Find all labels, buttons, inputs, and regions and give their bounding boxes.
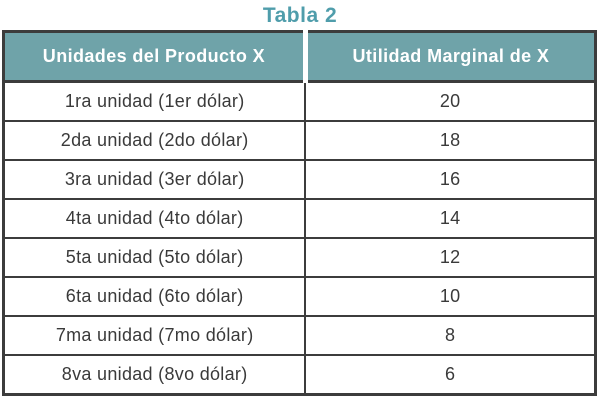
table-title: Tabla 2 xyxy=(262,4,338,27)
unit-cell: 2da unidad (2do dólar) xyxy=(2,120,307,161)
unit-cell: 3ra unidad (3er dólar) xyxy=(2,159,307,200)
value-cell: 16 xyxy=(304,159,597,200)
value-cell: 14 xyxy=(304,198,597,239)
table-row: 8va unidad (8vo dólar) 6 xyxy=(2,354,597,396)
value-cell: 12 xyxy=(304,237,597,278)
table-row: 4ta unidad (4to dólar) 14 xyxy=(2,198,597,239)
unit-cell: 6ta unidad (6to dólar) xyxy=(2,276,307,317)
table-row: 2da unidad (2do dólar) 18 xyxy=(2,120,597,161)
table-row: 6ta unidad (6to dólar) 10 xyxy=(2,276,597,317)
table-header-row: Unidades del Producto X Utilidad Margina… xyxy=(3,31,596,83)
value-cell: 20 xyxy=(304,80,597,122)
column-header-unidades: Unidades del Producto X xyxy=(3,31,306,83)
unit-cell: 5ta unidad (5to dólar) xyxy=(2,237,307,278)
table-row: 5ta unidad (5to dólar) 12 xyxy=(2,237,597,278)
table-row: 7ma unidad (7mo dólar) 8 xyxy=(2,315,597,356)
value-cell: 8 xyxy=(304,315,597,356)
value-cell: 10 xyxy=(304,276,597,317)
table-row: 1ra unidad (1er dólar) 20 xyxy=(2,80,597,122)
unit-cell: 4ta unidad (4to dólar) xyxy=(2,198,307,239)
unit-cell: 1ra unidad (1er dólar) xyxy=(2,80,307,122)
table-row: 3ra unidad (3er dólar) 16 xyxy=(2,159,597,200)
unit-cell: 8va unidad (8vo dólar) xyxy=(2,354,307,396)
value-cell: 18 xyxy=(304,120,597,161)
value-cell: 6 xyxy=(304,354,597,396)
marginal-utility-table: Unidades del Producto X Utilidad Margina… xyxy=(2,30,597,396)
column-header-utilidad: Utilidad Marginal de X xyxy=(302,31,596,83)
unit-cell: 7ma unidad (7mo dólar) xyxy=(2,315,307,356)
